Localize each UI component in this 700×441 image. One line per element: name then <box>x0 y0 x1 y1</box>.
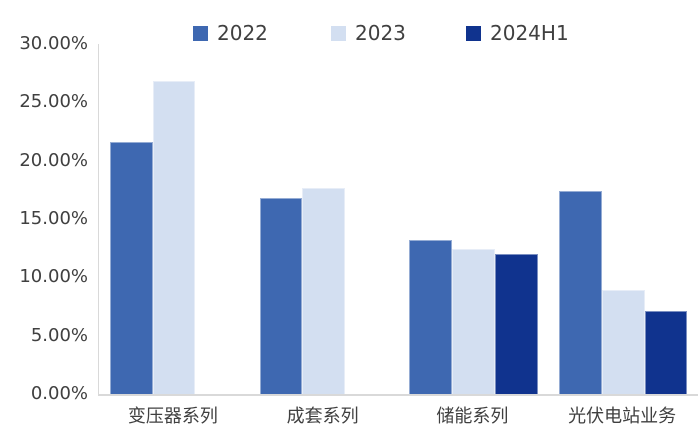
bar-2024h1-category-4 <box>644 311 688 394</box>
bar-2022-category-2 <box>259 198 303 394</box>
legend-label: 2023 <box>355 21 406 45</box>
x-axis-category-label: 成套系列 <box>286 406 359 427</box>
plot-area <box>98 44 698 396</box>
y-axis-tick-label: 15.00% <box>19 208 88 229</box>
legend-swatch-icon <box>331 25 346 41</box>
bar-2023-category-4 <box>601 290 645 394</box>
bar-2024h1-category-3 <box>494 254 538 394</box>
legend-swatch-icon <box>193 25 208 41</box>
legend-swatch-icon <box>466 25 481 41</box>
legend-label: 2022 <box>217 21 268 45</box>
bar-2023-category-1 <box>152 81 196 394</box>
bar-2023-category-2 <box>302 187 345 394</box>
y-axis-tick-label: 20.00% <box>19 149 88 171</box>
bar-2022-category-1 <box>109 142 153 394</box>
bar-2022-category-4 <box>559 191 602 394</box>
y-axis-tick-label: 5.00% <box>30 324 88 346</box>
y-axis-tick-label: 0.00% <box>30 383 88 404</box>
x-axis-category-label: 变压器系列 <box>127 406 218 427</box>
x-axis-category-label: 储能系列 <box>436 406 509 427</box>
legend-item-2022: 2022 <box>193 20 268 46</box>
chart-legend: 2022 2023 2024H1 <box>0 20 700 48</box>
bar-2023-category-3 <box>452 249 495 394</box>
y-axis-tick-label: 30.00% <box>19 33 88 54</box>
y-axis-tick-label: 10.00% <box>19 266 88 288</box>
legend-item-2023: 2023 <box>331 20 406 46</box>
y-axis-tick-label: 25.00% <box>19 91 88 113</box>
bar-2022-category-3 <box>409 240 452 394</box>
legend-item-2024h1: 2024H1 <box>466 20 569 46</box>
x-axis-category-label: 光伏电站业务 <box>568 406 677 427</box>
legend-label: 2024H1 <box>490 21 569 45</box>
